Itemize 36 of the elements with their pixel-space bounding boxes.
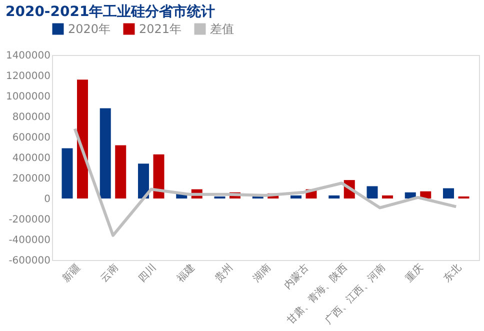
legend-label: 2021年: [139, 22, 182, 36]
y-tick-label: 600000: [12, 132, 50, 144]
y-tick-label: 1000000: [6, 92, 50, 102]
y-tick-label: 1200000: [6, 71, 50, 82]
x-tick-label: 福建: [174, 262, 198, 284]
legend-label: 差值: [210, 22, 234, 36]
x-tick-label: 湖南: [250, 262, 274, 284]
bar: [153, 154, 164, 198]
y-tick-label: -200000: [8, 214, 50, 226]
chart-title: 2020-2021年工业硅分省市统计: [5, 3, 216, 20]
x-tick-label: 四川: [136, 262, 159, 284]
y-tick-label: 0: [44, 194, 50, 205]
bar: [138, 164, 149, 198]
bar: [77, 80, 88, 198]
bar: [443, 188, 454, 198]
bar: [100, 108, 111, 198]
y-tick-label: 1400000: [6, 50, 50, 62]
bar: [290, 195, 302, 198]
x-tick-label: 云南: [98, 262, 121, 284]
y-tick-label: -400000: [8, 235, 50, 246]
x-tick-label: 内蒙古: [282, 262, 312, 292]
y-tick-label: 200000: [12, 174, 50, 184]
x-tick-label: 重庆: [403, 262, 426, 284]
bar: [382, 195, 393, 198]
bar: [62, 148, 73, 198]
y-tick-label: 800000: [12, 112, 50, 123]
bar: [115, 145, 126, 198]
y-tick-label: 400000: [12, 153, 50, 164]
y-tick-label: -600000: [8, 256, 50, 266]
legend-label: 2020年: [68, 22, 111, 36]
bar: [366, 186, 378, 198]
bar: [328, 195, 340, 198]
x-tick-label: 贵州: [212, 262, 236, 284]
line-series: [73, 127, 458, 237]
x-tick-label: 新疆: [60, 262, 83, 284]
x-tick-label: 东北: [441, 262, 464, 284]
